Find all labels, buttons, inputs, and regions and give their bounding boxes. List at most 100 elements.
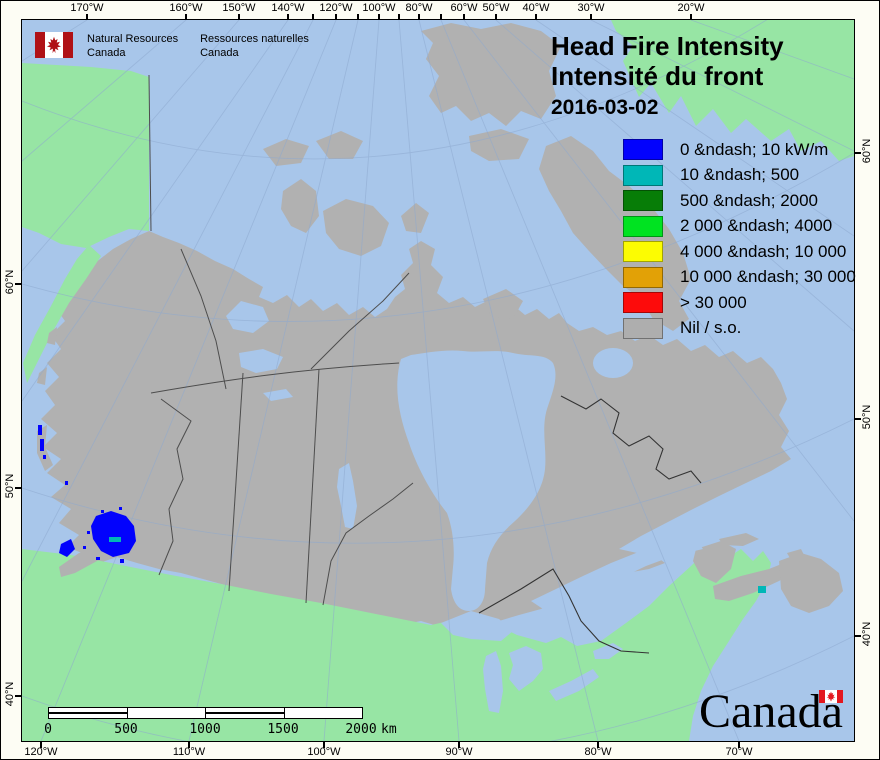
- bottom-tick: [458, 742, 460, 748]
- united-states: [22, 543, 771, 741]
- title-line1-en: Head Fire Intensity: [551, 31, 784, 61]
- axis-label: 40°N: [4, 681, 16, 707]
- top-tick: [590, 14, 592, 20]
- axis-label: 110°W: [172, 746, 206, 758]
- top-tick: [86, 14, 88, 20]
- top-tick: [312, 14, 314, 20]
- top-tick: [398, 14, 400, 20]
- top-tick: [495, 14, 497, 20]
- legend-label: 10 &ndash; 500: [680, 165, 800, 184]
- axis-label: 40°W: [522, 2, 550, 14]
- left-tick: [15, 695, 22, 697]
- dept-name-en: Natural Resources Canada: [87, 32, 178, 60]
- axis-label: 20°W: [677, 2, 705, 14]
- scale-bar-rule: [48, 707, 363, 719]
- top-tick: [238, 14, 240, 20]
- axis-label: 100°W: [362, 2, 396, 14]
- canada-wordmark: Canada: [699, 687, 859, 743]
- top-tick: [357, 14, 359, 20]
- legend-label: > 30 000: [680, 292, 747, 312]
- scale-label: 500: [114, 722, 138, 737]
- axis-label: 60°N: [4, 269, 16, 295]
- top-tick: [440, 14, 442, 20]
- left-tick: [15, 487, 22, 489]
- axis-label: 100°W: [307, 746, 341, 758]
- right-tick: [854, 418, 861, 420]
- axis-label: 50°N: [4, 473, 16, 499]
- wordmark-text: Canada: [699, 685, 843, 738]
- atlantic-and-pacific-islands: [37, 327, 843, 613]
- lakes-and-bays: [226, 301, 703, 713]
- legend-row: 2 000 &ndash; 4000: [623, 215, 856, 237]
- scale-unit-label: km: [381, 722, 397, 737]
- top-tick: [335, 14, 337, 20]
- top-tick: [418, 14, 420, 20]
- axis-label: 140°W: [271, 2, 305, 14]
- dept-name-fr: Ressources naturelles Canada: [200, 32, 309, 60]
- top-tick: [690, 14, 692, 20]
- axis-label: 90°W: [445, 746, 473, 758]
- top-tick: [287, 14, 289, 20]
- legend-swatch: [623, 292, 663, 313]
- canada-flag-icon: [35, 32, 73, 58]
- wordmark-flag-icon: [819, 690, 843, 703]
- fire-intensity-patches: [38, 425, 766, 593]
- nrcan-signature: Natural Resources Canada Ressources natu…: [35, 32, 309, 60]
- axis-label: 40°N: [861, 621, 873, 647]
- axis-label: 50°W: [482, 2, 510, 14]
- right-tick: [854, 152, 861, 154]
- legend-row: 10 000 &ndash; 30 000: [623, 266, 856, 288]
- title-date: 2016-03-02: [551, 96, 659, 119]
- maple-leaf-icon: [46, 36, 62, 54]
- dept-en-line2: Canada: [87, 47, 126, 59]
- legend-swatch: [623, 317, 663, 339]
- legend-row: 500 &ndash; 2000: [623, 190, 856, 211]
- bottom-tick: [188, 742, 190, 748]
- scale-label: 1500: [267, 722, 299, 737]
- alaska-panhandle: [23, 245, 101, 383]
- dept-fr-line1: Ressources naturelles: [200, 33, 309, 45]
- scale-label: 0: [44, 722, 52, 737]
- scale-bar: 0 500 1000 1500 2000 km: [44, 707, 397, 737]
- legend: 0 &ndash; 10 kW/m 10 &ndash; 500 500 &ndas…: [623, 139, 856, 343]
- dept-fr-line2: Canada: [200, 47, 239, 59]
- top-tick: [463, 14, 465, 20]
- axis-label: 150°W: [222, 2, 256, 14]
- legend-label: 0 &ndash; 10 kW/m: [680, 139, 829, 159]
- legend-row: 0 &ndash; 10 kW/m: [623, 139, 856, 160]
- maple-leaf-icon: [826, 691, 836, 702]
- graticule: [22, 20, 854, 741]
- axis-label: 60°N: [861, 138, 873, 164]
- left-tick: [15, 283, 22, 285]
- axis-label: 120°W: [24, 746, 58, 758]
- axis-label: 120°W: [319, 2, 353, 14]
- legend-swatch: [623, 241, 663, 262]
- legend-swatch: [623, 215, 663, 237]
- legend-label: 10 000 &ndash; 30 000: [680, 267, 856, 286]
- axis-label: 60°W: [450, 2, 478, 14]
- title-line2-fr: Intensité du front: [551, 61, 764, 91]
- top-tick: [185, 14, 187, 20]
- axis-label: 30°W: [577, 2, 605, 14]
- provincial-borders: [148, 74, 702, 654]
- legend-row: 4 000 &ndash; 10 000: [623, 241, 856, 262]
- scale-label: 2000: [345, 722, 377, 737]
- bottom-tick: [323, 742, 325, 748]
- legend-swatch: [623, 266, 663, 288]
- top-tick: [535, 14, 537, 20]
- dept-en-line1: Natural Resources: [87, 33, 179, 45]
- legend-row: Nil / s.o.: [623, 317, 856, 339]
- legend-label: Nil / s.o.: [680, 318, 742, 337]
- canada-fire-intensity-map: [22, 20, 854, 741]
- axis-label: 170°W: [70, 2, 104, 14]
- legend-swatch: [623, 190, 663, 211]
- legend-swatch: [623, 164, 663, 186]
- scale-label: 1000: [189, 722, 221, 737]
- legend-label: 2 000 &ndash; 4000: [680, 216, 833, 235]
- bottom-tick: [738, 742, 740, 748]
- bottom-tick: [597, 742, 599, 748]
- bottom-tick: [40, 742, 42, 748]
- legend-row: 10 &ndash; 500: [623, 164, 856, 186]
- axis-label: 80°W: [584, 746, 612, 758]
